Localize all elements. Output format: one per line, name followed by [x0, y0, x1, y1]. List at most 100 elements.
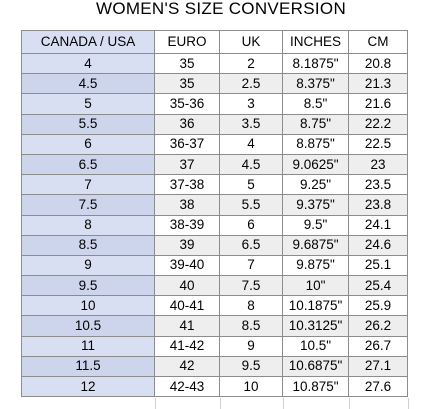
cell-canada-usa: 11 — [21, 335, 155, 357]
cell-uk: 7 — [219, 254, 283, 277]
cell-cm: 25.1 — [348, 254, 408, 277]
cell-canada-usa: 7 — [21, 174, 155, 196]
column-header-inches: INCHES — [282, 30, 349, 54]
table-row: 11 41-42 9 10.5" 26.7 — [21, 335, 408, 357]
cell-inches: 9.25" — [282, 174, 349, 196]
cell-euro: 35-36 — [154, 93, 220, 115]
cell-cm: 22.5 — [348, 133, 408, 155]
column-header-cm: CM — [348, 30, 408, 54]
cell-inches: 8.1875" — [282, 52, 349, 75]
cell-cm: 25.9 — [348, 295, 408, 317]
cell-euro: 37-38 — [154, 174, 220, 196]
table-row: 8.5 39 6.5 9.6875" 24.6 — [21, 234, 408, 256]
cell-canada-usa: 5 — [21, 93, 155, 115]
cell-uk: 8 — [219, 295, 283, 317]
cell-canada-usa: 5.5 — [21, 113, 155, 135]
cell-inches: 9.375" — [282, 194, 349, 216]
cell-cm: 23.5 — [348, 174, 408, 196]
cell-cm: 21.6 — [348, 93, 408, 115]
cell-canada-usa: 9 — [21, 254, 155, 277]
cell-inches: 10.875" — [282, 375, 349, 398]
table-row: 12 42-43 10 10.875" 27.6 — [21, 375, 408, 398]
table-row: 11.5 42 9.5 10.6875" 27.1 — [21, 355, 408, 378]
cell-cm: 24.1 — [348, 214, 408, 236]
cell-euro: 39-40 — [154, 254, 220, 277]
cell-uk: 6 — [219, 214, 283, 236]
cell-inches: 10.6875" — [282, 355, 349, 378]
cell-inches: 9.6875" — [282, 234, 349, 256]
cell-canada-usa: 4 — [21, 52, 155, 75]
cell-inches: 8.75" — [282, 113, 349, 135]
table-row: 6 36-37 4 8.875" 22.5 — [21, 133, 408, 155]
table-row: 4 35 2 8.1875" 20.8 — [21, 52, 408, 75]
cell-uk: 4.5 — [219, 153, 283, 176]
cell-uk: 7.5 — [219, 275, 283, 297]
column-header-canada-usa: CANADA / USA — [21, 30, 155, 54]
cell-inches: 9.0625" — [282, 153, 349, 176]
cell-canada-usa: 4.5 — [21, 73, 155, 95]
gridline — [283, 398, 284, 409]
cell-cm: 20.8 — [348, 52, 408, 75]
table-row: 5.5 36 3.5 8.75" 22.2 — [21, 113, 408, 135]
cell-uk: 3.5 — [219, 113, 283, 135]
cell-inches: 8.5" — [282, 93, 349, 115]
cell-euro: 39 — [154, 234, 220, 256]
cell-uk: 5 — [219, 174, 283, 196]
cell-euro: 42 — [154, 355, 220, 378]
cell-euro: 40 — [154, 275, 220, 297]
cell-canada-usa: 10.5 — [21, 315, 155, 337]
cell-uk: 8.5 — [219, 315, 283, 337]
cell-euro: 40-41 — [154, 295, 220, 317]
cell-inches: 10.3125" — [282, 315, 349, 337]
cell-euro: 35 — [154, 52, 220, 75]
cell-inches: 10.5" — [282, 335, 349, 357]
gridline — [349, 398, 350, 409]
gridline — [408, 398, 409, 409]
cell-inches: 8.375" — [282, 73, 349, 95]
cell-euro: 42-43 — [154, 375, 220, 398]
cell-euro: 38-39 — [154, 214, 220, 236]
page-title: WOMEN'S SIZE CONVERSION — [95, 0, 347, 18]
table-row: 10.5 41 8.5 10.3125" 26.2 — [21, 315, 408, 337]
cell-uk: 2.5 — [219, 73, 283, 95]
cell-euro: 38 — [154, 194, 220, 216]
cell-uk: 5.5 — [219, 194, 283, 216]
cell-euro: 36 — [154, 113, 220, 135]
table-row: 10 40-41 8 10.1875" 25.9 — [21, 295, 408, 317]
cell-canada-usa: 10 — [21, 295, 155, 317]
cell-cm: 23 — [348, 153, 408, 176]
table-row: 4.5 35 2.5 8.375" 21.3 — [21, 73, 408, 95]
cell-canada-usa: 8.5 — [21, 234, 155, 256]
column-header-euro: EURO — [154, 30, 220, 54]
gridline — [220, 398, 221, 409]
cell-canada-usa: 12 — [21, 375, 155, 398]
cell-euro: 41-42 — [154, 335, 220, 357]
cell-cm: 25.4 — [348, 275, 408, 297]
cell-canada-usa: 6.5 — [21, 153, 155, 176]
cell-inches: 9.5" — [282, 214, 349, 236]
size-conversion-table: CANADA / USA EURO UK INCHES CM 4 35 2 8.… — [21, 30, 408, 398]
cell-uk: 9 — [219, 335, 283, 357]
cell-canada-usa: 6 — [21, 133, 155, 155]
cell-canada-usa: 11.5 — [21, 355, 155, 378]
cell-euro: 36-37 — [154, 133, 220, 155]
cell-inches: 9.875" — [282, 254, 349, 277]
cell-cm: 22.2 — [348, 113, 408, 135]
cell-euro: 41 — [154, 315, 220, 337]
table-row: 5 35-36 3 8.5" 21.6 — [21, 93, 408, 115]
cell-uk: 4 — [219, 133, 283, 155]
table-row: 6.5 37 4.5 9.0625" 23 — [21, 153, 408, 176]
table-row: 8 38-39 6 9.5" 24.1 — [21, 214, 408, 236]
cell-uk: 6.5 — [219, 234, 283, 256]
cell-cm: 24.6 — [348, 234, 408, 256]
cell-canada-usa: 9.5 — [21, 275, 155, 297]
cell-canada-usa: 8 — [21, 214, 155, 236]
cell-cm: 26.7 — [348, 335, 408, 357]
cell-cm: 26.2 — [348, 315, 408, 337]
column-header-uk: UK — [219, 30, 283, 54]
table-row: 7 37-38 5 9.25" 23.5 — [21, 174, 408, 196]
cell-cm: 23.8 — [348, 194, 408, 216]
cell-euro: 35 — [154, 73, 220, 95]
table-row: 9.5 40 7.5 10" 25.4 — [21, 275, 408, 297]
table-row: 7.5 38 5.5 9.375" 23.8 — [21, 194, 408, 216]
